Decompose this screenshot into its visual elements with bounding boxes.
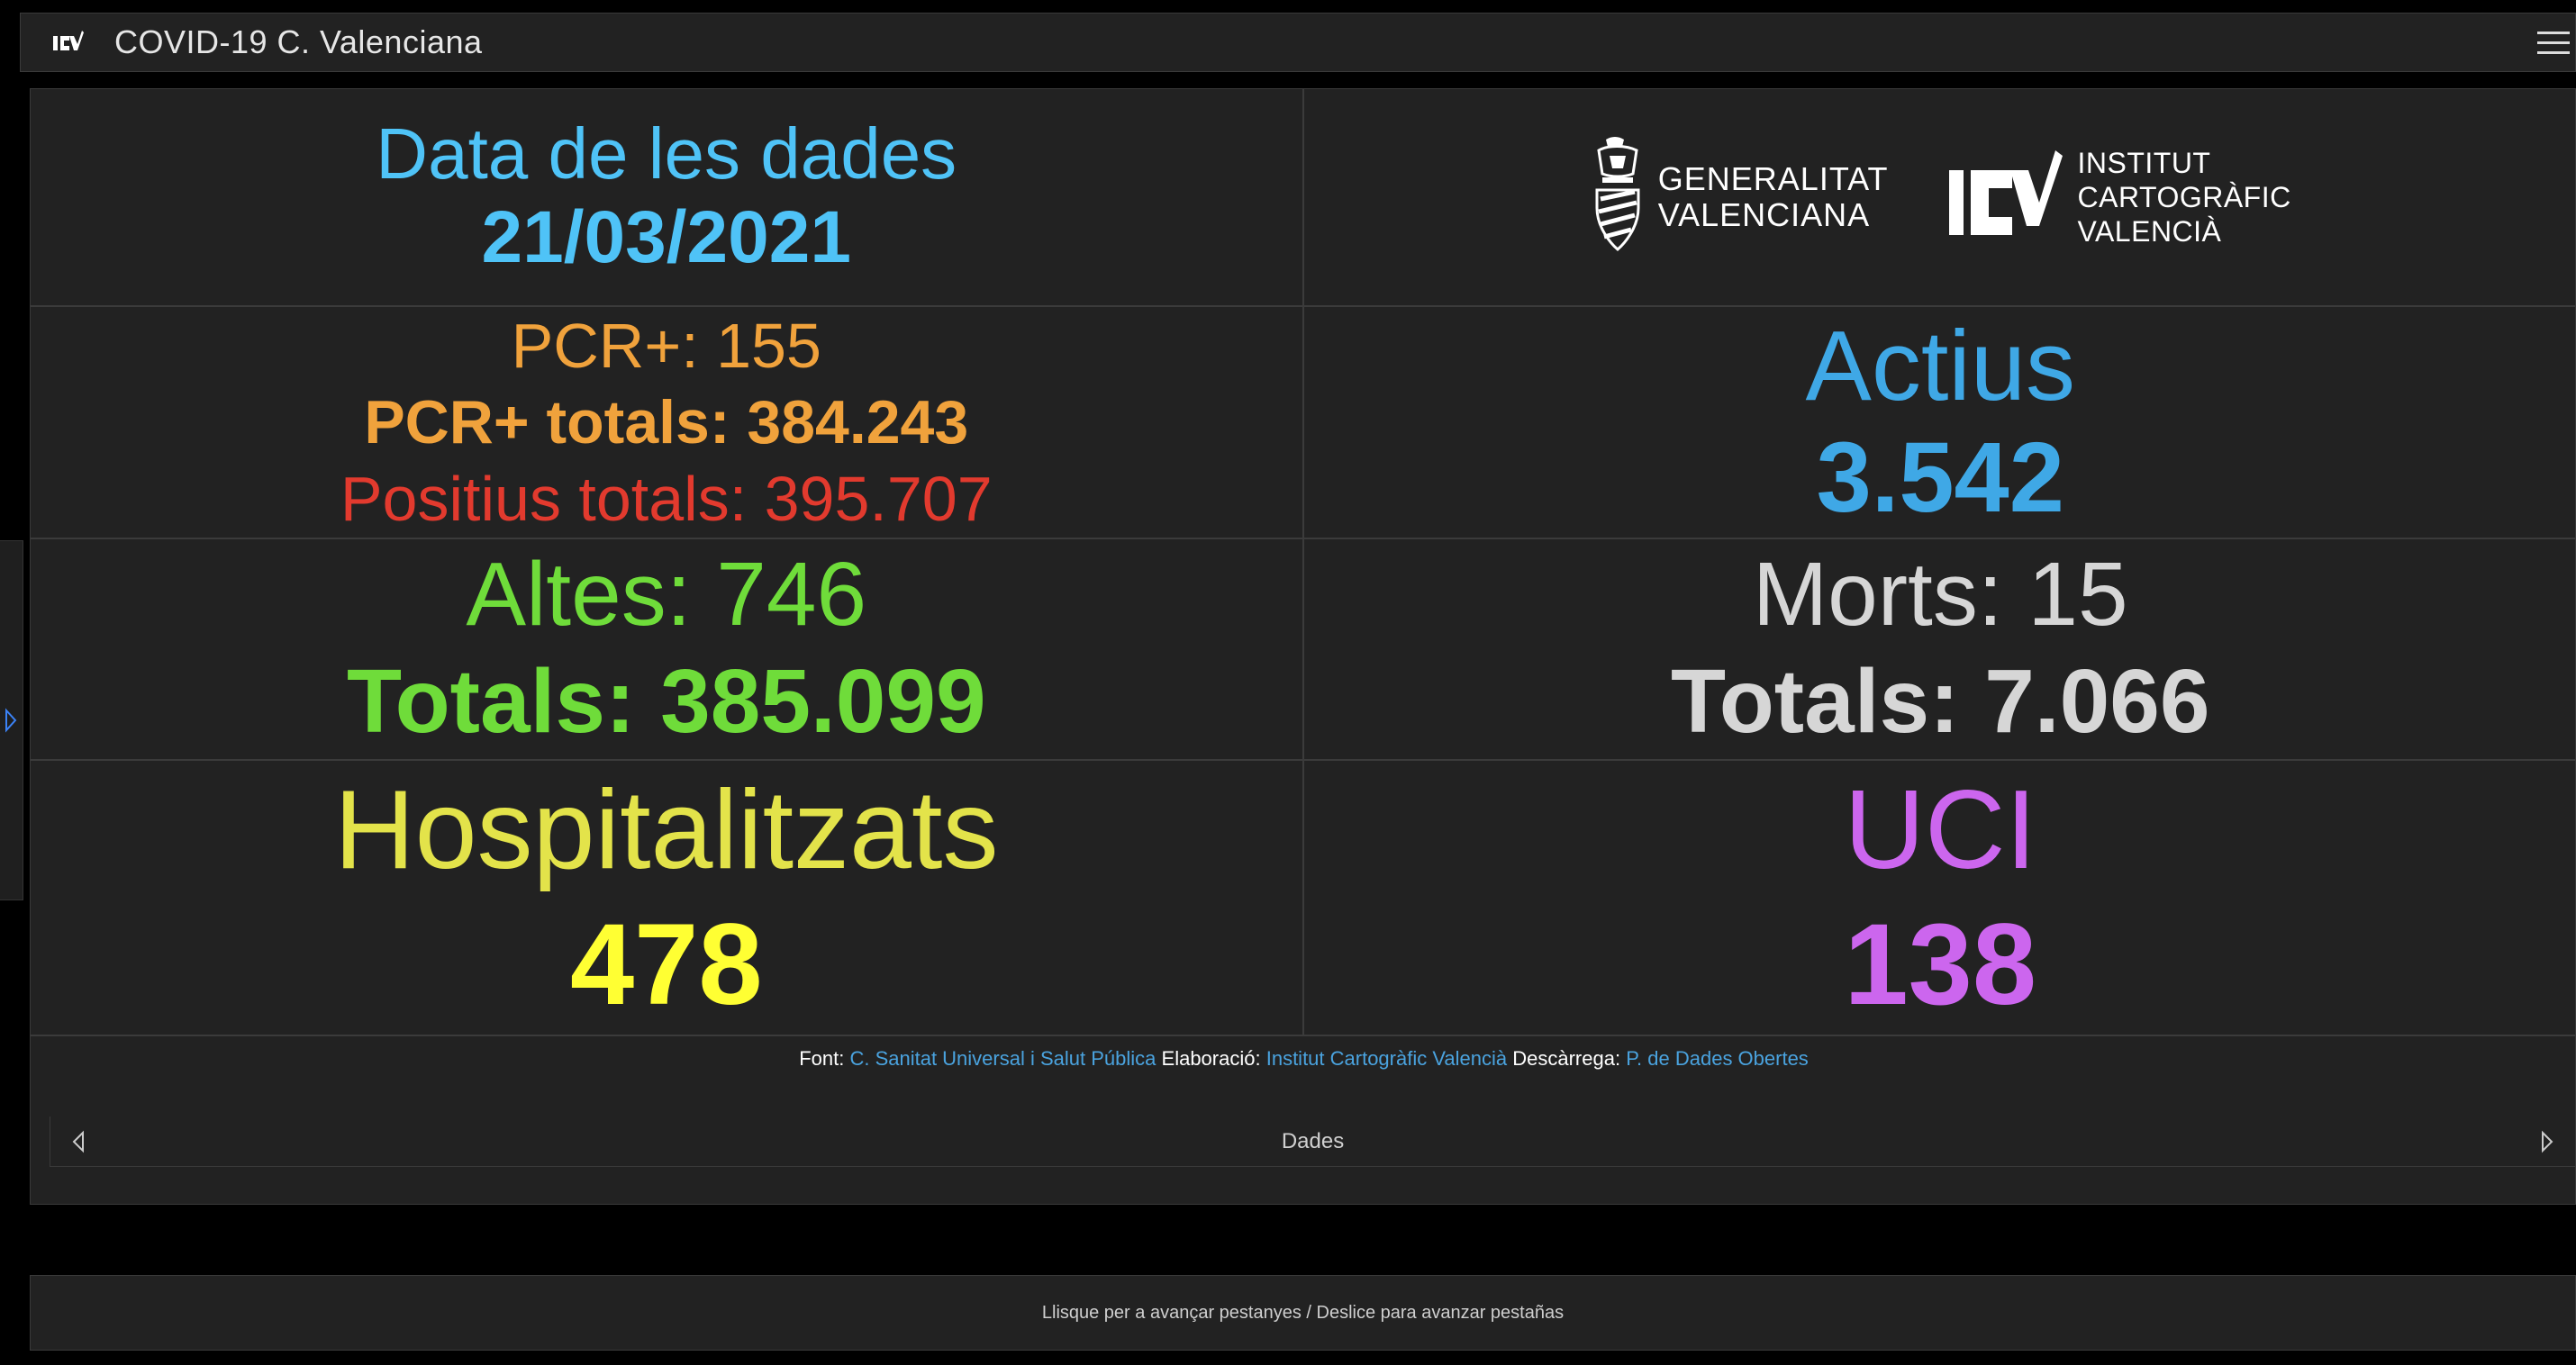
download-label: Descàrrega: — [1512, 1047, 1621, 1070]
uci-cell: UCI 138 — [1304, 761, 2576, 1035]
swipe-hint-footer: Llisque per a avançar pestanyes / Deslic… — [30, 1275, 2576, 1351]
icv-mark-icon — [1949, 150, 2064, 235]
date-label: Data de les dades — [376, 113, 957, 194]
side-panel-toggle[interactable] — [0, 540, 23, 900]
hospitalitzats-value: 478 — [569, 900, 763, 1029]
morts-label: Morts: 15 — [1752, 544, 2128, 645]
positives-total: Positius totals: 395.707 — [340, 464, 993, 534]
generalitat-logo[interactable]: GENERALITAT VALENCIANA — [1590, 134, 1889, 260]
hospitalitzats-label: Hospitalitzats — [334, 768, 999, 892]
altes-label: Altes: 746 — [466, 544, 867, 645]
pcr-daily: PCR+: 155 — [511, 311, 821, 381]
generalitat-line1: GENERALITAT — [1657, 160, 1889, 197]
actius-value: 3.542 — [1816, 422, 2064, 533]
elaboration-label: Elaboració: — [1161, 1047, 1261, 1070]
icv-line3: VALENCIÀ — [2077, 215, 2222, 248]
altes-total: Totals: 385.099 — [346, 651, 986, 752]
source-label: Font: — [799, 1047, 845, 1070]
logos-cell: GENERALITAT VALENCIANA INSTITUT — [1304, 89, 2576, 305]
altes-cell: Altes: 746 Totals: 385.099 — [31, 539, 1304, 759]
generalitat-crest-icon — [1595, 137, 1640, 251]
pcr-total: PCR+ totals: 384.243 — [364, 388, 969, 457]
credits-line: Font: C. Sanitat Universal i Salut Públi… — [31, 1047, 2576, 1071]
download-link[interactable]: P. de Dades Obertes — [1626, 1047, 1809, 1070]
pcr-cell: PCR+: 155 PCR+ totals: 384.243 Positius … — [31, 307, 1304, 538]
actius-cell: Actius 3.542 — [1304, 307, 2576, 538]
current-tab-label: Dades — [1281, 1129, 1345, 1153]
hospitalitzats-cell: Hospitalitzats 478 — [31, 761, 1304, 1035]
source-link[interactable]: C. Sanitat Universal i Salut Pública — [849, 1047, 1156, 1070]
morts-total: Totals: 7.066 — [1671, 651, 2210, 752]
app-header: COVID-19 C. Valenciana — [20, 13, 2576, 72]
morts-cell: Morts: 15 Totals: 7.066 — [1304, 539, 2576, 759]
next-tab-icon[interactable] — [2539, 1129, 2555, 1154]
icv-line2: CARTOGRÀFIC — [2077, 181, 2291, 213]
elaboration-link[interactable]: Institut Cartogràfic Valencià — [1265, 1047, 1508, 1070]
actius-label: Actius — [1805, 311, 2076, 421]
row-date: Data de les dades 21/03/2021 — [31, 89, 2576, 307]
institution-logos: GENERALITAT VALENCIANA INSTITUT — [1590, 134, 2291, 260]
icv-line1: INSTITUT — [2077, 147, 2211, 179]
row-hosp-uci: Hospitalitzats 478 UCI 138 — [31, 761, 2576, 1036]
tab-navigator: Dades — [50, 1116, 2576, 1167]
expand-right-icon — [5, 708, 17, 733]
icv-logo-icon — [53, 31, 84, 50]
generalitat-line2: VALENCIANA — [1657, 196, 1871, 233]
indicator-grid: Data de les dades 21/03/2021 — [31, 89, 2576, 1036]
date-cell: Data de les dades 21/03/2021 — [31, 89, 1304, 305]
previous-tab-icon[interactable] — [70, 1129, 86, 1154]
uci-value: 138 — [1844, 900, 2037, 1029]
icv-logo[interactable]: INSTITUT CARTOGRÀFIC VALENCIÀ — [1946, 143, 2290, 251]
data-panel: Data de les dades 21/03/2021 — [30, 88, 2576, 1205]
hamburger-menu-icon[interactable] — [2535, 28, 2571, 59]
uci-label: UCI — [1844, 768, 2037, 892]
row-pcr-actius: PCR+: 155 PCR+ totals: 384.243 Positius … — [31, 307, 2576, 539]
app-title: COVID-19 C. Valenciana — [114, 23, 483, 60]
swipe-hint-text: Llisque per a avançar pestanyes / Deslic… — [1041, 1302, 1565, 1323]
date-value: 21/03/2021 — [481, 196, 851, 278]
row-altes-morts: Altes: 746 Totals: 385.099 Morts: 15 Tot… — [31, 539, 2576, 761]
